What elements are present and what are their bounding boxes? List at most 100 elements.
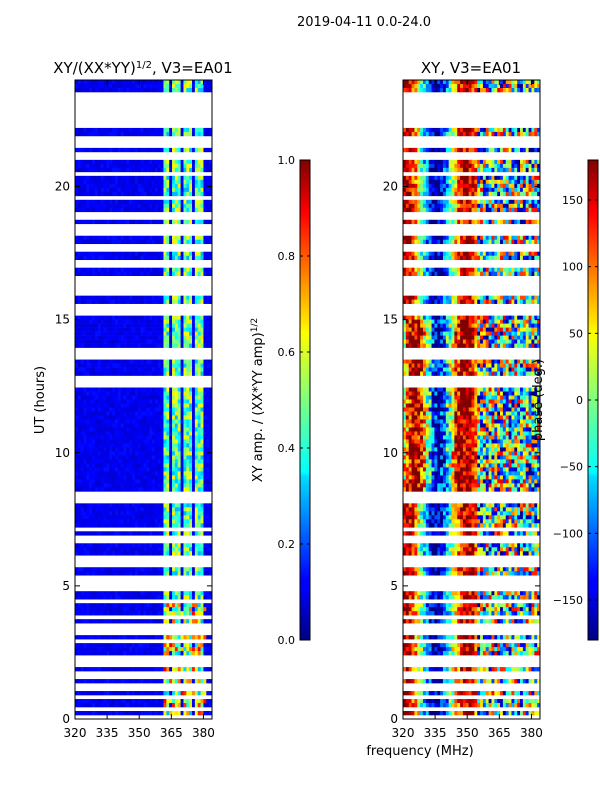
amplitude-cell — [123, 207, 127, 213]
amplitude-cell — [120, 323, 124, 328]
amplitude-cell — [160, 511, 164, 516]
amplitude-cell — [100, 323, 104, 328]
amplitude-cell — [92, 543, 96, 548]
amplitude-cell — [143, 343, 147, 348]
phase-cell — [405, 80, 410, 85]
amplitude-cell — [109, 443, 113, 448]
amplitude-cell — [137, 163, 142, 169]
phase-cell — [471, 87, 475, 93]
amplitude-cell — [163, 363, 167, 368]
amplitude-cell — [200, 127, 204, 133]
amplitude-cell — [206, 479, 210, 484]
amplitude-cell — [94, 83, 99, 89]
amplitude-cell — [172, 203, 176, 209]
amplitude-cell — [86, 419, 90, 424]
amplitude-cell — [77, 487, 82, 492]
amplitude-cell — [169, 691, 173, 696]
amplitude-cell — [94, 267, 99, 272]
amplitude-cell — [152, 435, 156, 440]
amplitude-cell — [123, 595, 127, 600]
amplitude-cell — [166, 239, 170, 245]
amplitude-cell — [174, 219, 179, 225]
amplitude-cell — [106, 447, 110, 452]
amplitude-cell — [117, 471, 122, 476]
amplitude-cell — [154, 395, 159, 400]
amplitude-cell — [114, 711, 119, 716]
amplitude-cell — [137, 467, 142, 472]
amplitude-cell — [75, 635, 79, 640]
amplitude-cell — [206, 603, 210, 608]
amplitude-cell — [120, 187, 124, 193]
amplitude-cell — [163, 471, 167, 476]
phase-cell — [491, 87, 495, 93]
amplitude-cell — [83, 483, 87, 488]
phase-cell — [477, 179, 481, 185]
amplitude-cell — [100, 179, 104, 185]
amplitude-cell — [143, 315, 147, 320]
amplitude-cell — [154, 691, 159, 696]
amplitude-cell — [172, 363, 176, 368]
phase-cell — [480, 163, 484, 169]
amplitude-cell — [174, 187, 179, 193]
amplitude-cell — [103, 199, 107, 205]
phase-cell — [482, 179, 487, 185]
amplitude-cell — [129, 543, 133, 548]
amplitude-cell — [134, 167, 139, 173]
amplitude-cell — [129, 439, 133, 444]
amplitude-cell — [126, 267, 130, 272]
amplitude-cell — [132, 415, 136, 420]
amplitude-cell — [103, 571, 107, 576]
amplitude-cell — [149, 439, 153, 444]
amplitude-cell — [77, 635, 82, 640]
amplitude-cell — [166, 203, 170, 209]
amplitude-cell — [94, 235, 99, 241]
amplitude-cell — [197, 159, 201, 165]
amplitude-cell — [89, 203, 93, 209]
amplitude-cell — [83, 651, 87, 656]
amplitude-cell — [106, 647, 110, 652]
amplitude-cell — [75, 651, 79, 656]
phase-cell — [442, 80, 447, 85]
phase-cell — [497, 80, 501, 85]
amplitude-cell — [123, 411, 127, 416]
amplitude-cell — [112, 427, 116, 432]
amplitude-cell — [146, 395, 150, 400]
phase-cell — [420, 159, 424, 165]
amplitude-cell — [192, 267, 196, 272]
amplitude-cell — [209, 203, 212, 209]
amplitude-cell — [109, 467, 113, 472]
amplitude-cell — [106, 391, 110, 396]
amplitude-cell — [143, 335, 147, 340]
phase-cell — [445, 147, 450, 153]
amplitude-cell — [92, 567, 96, 572]
amplitude-cell — [80, 187, 84, 193]
amplitude-cell — [112, 339, 116, 344]
amplitude-cell — [189, 315, 193, 320]
amplitude-cell — [186, 439, 190, 444]
amplitude-cell — [126, 591, 130, 596]
phase-cell — [534, 163, 538, 169]
amplitude-cell — [197, 511, 201, 516]
amplitude-cell — [94, 179, 99, 185]
phase-cell — [505, 127, 510, 133]
amplitude-cell — [197, 235, 201, 241]
amplitude-cell — [189, 87, 193, 93]
amplitude-cell — [106, 435, 110, 440]
amplitude-cell — [152, 547, 156, 552]
amplitude-cell — [103, 523, 107, 528]
amplitude-cell — [129, 167, 133, 173]
amplitude-cell — [140, 255, 144, 261]
amplitude-cell — [154, 179, 159, 185]
amplitude-cell — [209, 607, 212, 612]
amplitude-cell — [140, 483, 144, 488]
amplitude-cell — [129, 551, 133, 556]
amplitude-cell — [120, 339, 124, 344]
amplitude-cell — [114, 255, 119, 261]
amplitude-cell — [120, 367, 124, 372]
phase-cell — [480, 127, 484, 133]
amplitude-cell — [129, 483, 133, 488]
amplitude-cell — [80, 691, 84, 696]
amplitude-cell — [75, 511, 79, 516]
amplitude-cell — [180, 295, 184, 300]
phase-cell — [451, 87, 455, 93]
